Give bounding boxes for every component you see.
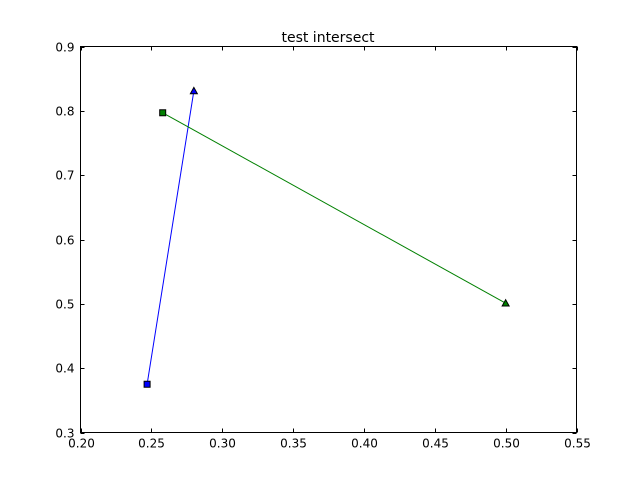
x-tick-label: 0.50 <box>493 437 520 451</box>
y-tick-label: 0.9 <box>55 41 74 55</box>
x-tick-label: 0.20 <box>68 437 95 451</box>
y-tick-label: 0.8 <box>55 105 74 119</box>
y-tick-label: 0.6 <box>55 234 74 248</box>
plot-area <box>80 46 577 433</box>
series-layer <box>143 86 510 388</box>
x-axis: 0.20 0.25 0.30 0.35 0.40 0.45 0.50 0.55 <box>68 46 591 451</box>
chart-title: test intersect <box>281 30 375 46</box>
y-tick-label: 0.7 <box>55 169 74 183</box>
series-line-2 <box>162 112 506 304</box>
data-point-triangle <box>189 86 199 95</box>
data-point-square <box>159 109 167 117</box>
series-line-1 <box>146 90 195 385</box>
y-tick-label: 0.5 <box>55 298 74 312</box>
x-tick-label: 0.55 <box>564 437 591 451</box>
x-tick-label: 0.25 <box>138 437 165 451</box>
x-tick-label: 0.35 <box>280 437 307 451</box>
data-point-triangle <box>501 298 510 307</box>
x-tick-label: 0.40 <box>351 437 378 451</box>
x-tick-label: 0.45 <box>422 437 449 451</box>
y-tick-label: 0.4 <box>55 362 74 376</box>
x-tick-label: 0.30 <box>209 437 236 451</box>
plot-frame <box>80 46 577 433</box>
y-axis: 0.3 0.4 0.5 0.6 0.7 0.8 0.9 <box>55 41 577 441</box>
data-point-square <box>143 380 151 388</box>
y-tick-label: 0.3 <box>55 427 74 441</box>
